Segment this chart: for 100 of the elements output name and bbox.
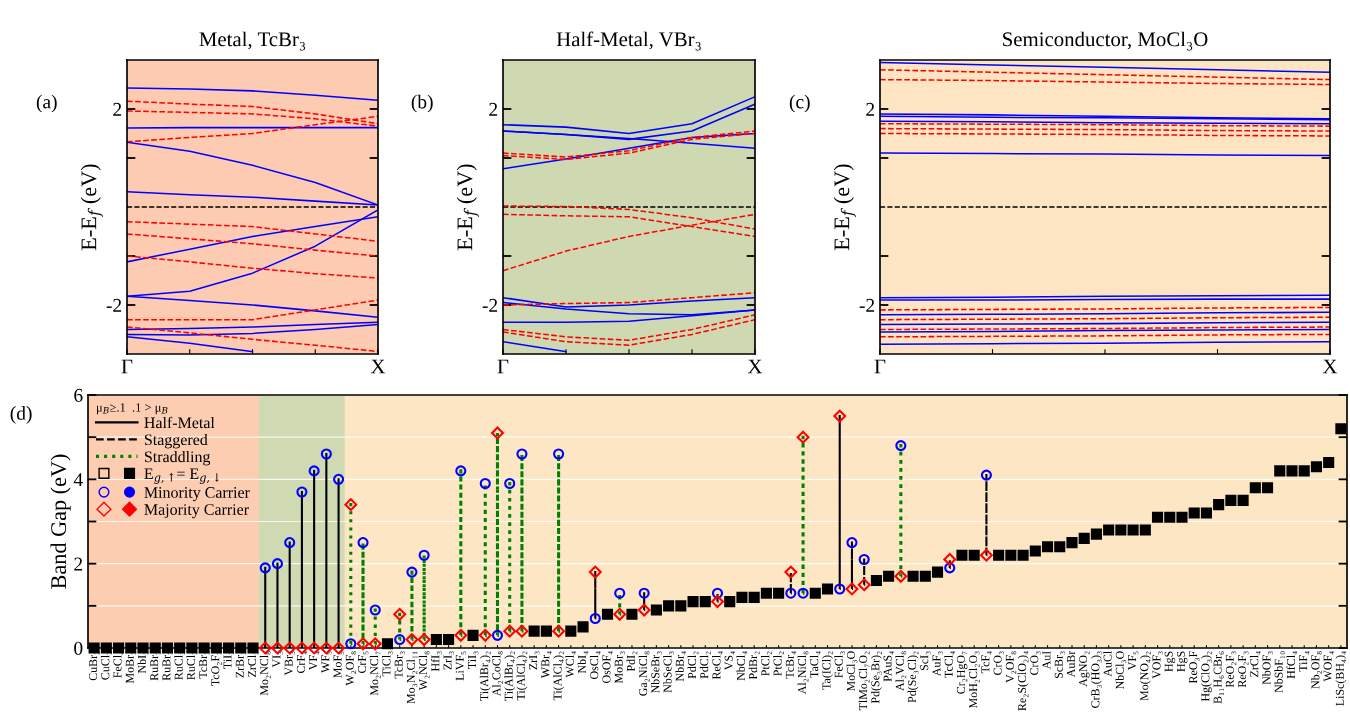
x-tick-label: Pd(Se₃Cl)₂	[907, 651, 919, 703]
x-tick-label: VF₄	[309, 651, 320, 671]
text: (b)	[411, 94, 433, 113]
x-tick-label: RuCl₃	[174, 651, 186, 680]
chart-title: Semiconductor, MoCl₃O	[1003, 31, 1208, 51]
y-tick-label: -2	[106, 298, 122, 312]
x-tick-label: Al₂VCl₈	[895, 651, 907, 691]
x-tick-label: Cr₂HgO₇	[956, 651, 968, 694]
x-tick-label: VS₄	[724, 651, 736, 671]
x-tick-label: W₂OF₈	[345, 651, 357, 686]
x-tick-label: HfI₃	[430, 651, 442, 672]
x-tick-label: ZrI₃	[529, 651, 540, 670]
x-tick-label: TlMo₂Cl₇O₂	[858, 651, 870, 711]
x-tick-label: Hg(ClO₃)₂	[1201, 651, 1212, 702]
y-tick-label: 2	[74, 557, 83, 571]
x-tick-label: Al₂NiCl₈	[797, 651, 809, 695]
y-tick-label: 2	[489, 102, 498, 116]
x-tick-label: Mo(NO₄)₂	[1139, 651, 1151, 701]
x-tick-label: X	[1322, 359, 1338, 374]
chart-title: Half-Metal, VBr₃	[556, 31, 701, 51]
x-tick-label: CrF₄	[296, 651, 308, 674]
x-tick-label: ScI₃	[920, 651, 931, 671]
x-tick-label: ScBr₃	[1054, 651, 1066, 679]
x-tick-label: OsCl₄	[589, 651, 601, 680]
x-tick-label: Al₂CoCl₈	[492, 651, 503, 697]
y-tick-label: 2	[866, 102, 875, 116]
x-tick-label: NbSeCl₃	[663, 651, 674, 693]
x-tick-label: AuI	[1042, 651, 1051, 670]
x-tick-label: NbBr₄	[675, 651, 687, 682]
x-tick-label: V₂OF₈	[1005, 651, 1017, 683]
x-tick-label: WF₅	[321, 651, 332, 673]
x-tick-label: ReO₃F	[1189, 651, 1200, 684]
x-tick-label: TiI₃	[468, 651, 479, 669]
y-tick-label: -2	[482, 298, 498, 312]
x-tick-label: Re₂S(ClO₂)₄	[1017, 651, 1029, 711]
y-axis-title: Band Gap (eV)	[50, 454, 71, 589]
x-tick-label: TcBr₃	[394, 651, 406, 679]
x-tick-label: CrO₃	[993, 651, 1004, 676]
x-tick-label: LiVF₅	[455, 651, 467, 681]
x-tick-label: HfCl₄	[1286, 651, 1298, 679]
x-tick-label: NbCl₄	[736, 651, 748, 681]
x-tick-label: ZrI₃	[443, 651, 454, 670]
x-tick-label: VI₃	[272, 651, 283, 668]
x-tick-label: MoBr₃	[614, 651, 626, 684]
x-tick-label: ZrCl₃	[247, 651, 259, 677]
x-tick-label: CrO₃	[1030, 651, 1041, 676]
x-tick-label: PtCl₂	[773, 651, 784, 676]
x-tick-label: Nb₂OF₈	[1311, 651, 1322, 689]
x-tick-label: NbOF₃	[1262, 651, 1273, 685]
x-tick-label: WCl₄	[565, 651, 577, 678]
x-tick-label: WBr₄	[541, 651, 552, 679]
text: (d)	[10, 406, 32, 424]
legend-label: Minority Carrier	[144, 487, 250, 502]
x-tick-label: Ti(AlBr₄)₂	[479, 651, 491, 701]
x-tick-label: NbSbF₁₀	[1274, 651, 1286, 693]
x-tick-label: ZrBr₃	[235, 651, 247, 678]
x-tick-label: ReO₂F₃	[1225, 651, 1237, 688]
x-tick-label: Γ	[121, 359, 133, 374]
y-tick-label: -2	[859, 298, 875, 312]
x-tick-label: CuCl₂	[100, 651, 112, 680]
text: (c)	[789, 94, 810, 113]
x-tick-label: ReO₂F₃	[1238, 651, 1249, 688]
x-tick-label: AuF₃	[932, 651, 943, 677]
x-tick-label: X	[747, 359, 763, 374]
x-tick-label: OsOF₄	[602, 651, 613, 683]
x-tick-label: VBr₃	[284, 651, 296, 676]
legend-label: Straddling	[144, 450, 211, 466]
x-tick-label: NbI₄	[577, 651, 589, 674]
y-axis-title: E-E$_{f}$ (eV)	[833, 164, 856, 251]
y-axis-title: E-E$_{f}$ (eV)	[456, 164, 479, 251]
x-tick-label: TcBr₄	[785, 651, 797, 679]
x-tick-label: CrB₃(HO₃)₃	[1091, 651, 1102, 708]
x-tick-label: NbCl₃O	[1115, 651, 1127, 690]
chart-title: Metal, TcBr₃	[199, 31, 306, 51]
x-tick-label: PdCl₂	[687, 651, 699, 679]
y-tick-label: 4	[73, 473, 83, 487]
x-tick-label: AuCl	[1103, 651, 1112, 677]
x-tick-label: VOF₃	[1152, 651, 1163, 679]
x-tick-label: NbSeBr₃	[650, 651, 662, 694]
legend-label: Half-Metal	[144, 416, 215, 429]
x-tick-label: HgS	[1176, 651, 1188, 672]
y-axis-title: E-E$_{f}$ (eV)	[80, 164, 103, 251]
text: (a)	[36, 94, 57, 113]
y-tick-label: 0	[74, 641, 83, 655]
x-tick-label: Ga₂NiCl₈	[638, 651, 650, 696]
y-tick-label: 2	[113, 102, 122, 116]
x-tick-label: VF₅	[1128, 651, 1139, 671]
x-tick-label: Mo₃N₂Cl₁₁	[406, 651, 418, 704]
x-tick-label: MoCl₃O	[846, 651, 858, 692]
x-tick-label: ZrCl₄	[1249, 651, 1261, 677]
x-tick-label: WOF₄	[1323, 651, 1334, 682]
x-tick-label: PtCl₂	[760, 651, 772, 676]
x-tick-label: PAuS₄	[883, 651, 894, 682]
x-tick-label: CrF₅	[357, 651, 369, 674]
x-tick-label: Γ	[874, 359, 886, 374]
x-tick-label: Ti(AlBr₄)₂	[504, 651, 516, 701]
x-tick-label: AuBr	[1066, 650, 1075, 678]
x-tick-label: MoF₅	[333, 651, 344, 678]
x-tick-label: TaCl₄	[809, 651, 821, 678]
x-tick-label: TcCl₄	[944, 651, 956, 678]
